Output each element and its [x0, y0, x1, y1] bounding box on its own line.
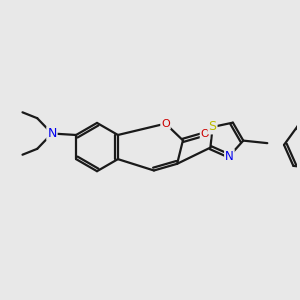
Text: N: N: [47, 127, 57, 140]
Text: O: O: [161, 118, 170, 129]
Text: S: S: [208, 120, 217, 134]
Text: O: O: [201, 129, 209, 139]
Text: N: N: [225, 149, 234, 163]
